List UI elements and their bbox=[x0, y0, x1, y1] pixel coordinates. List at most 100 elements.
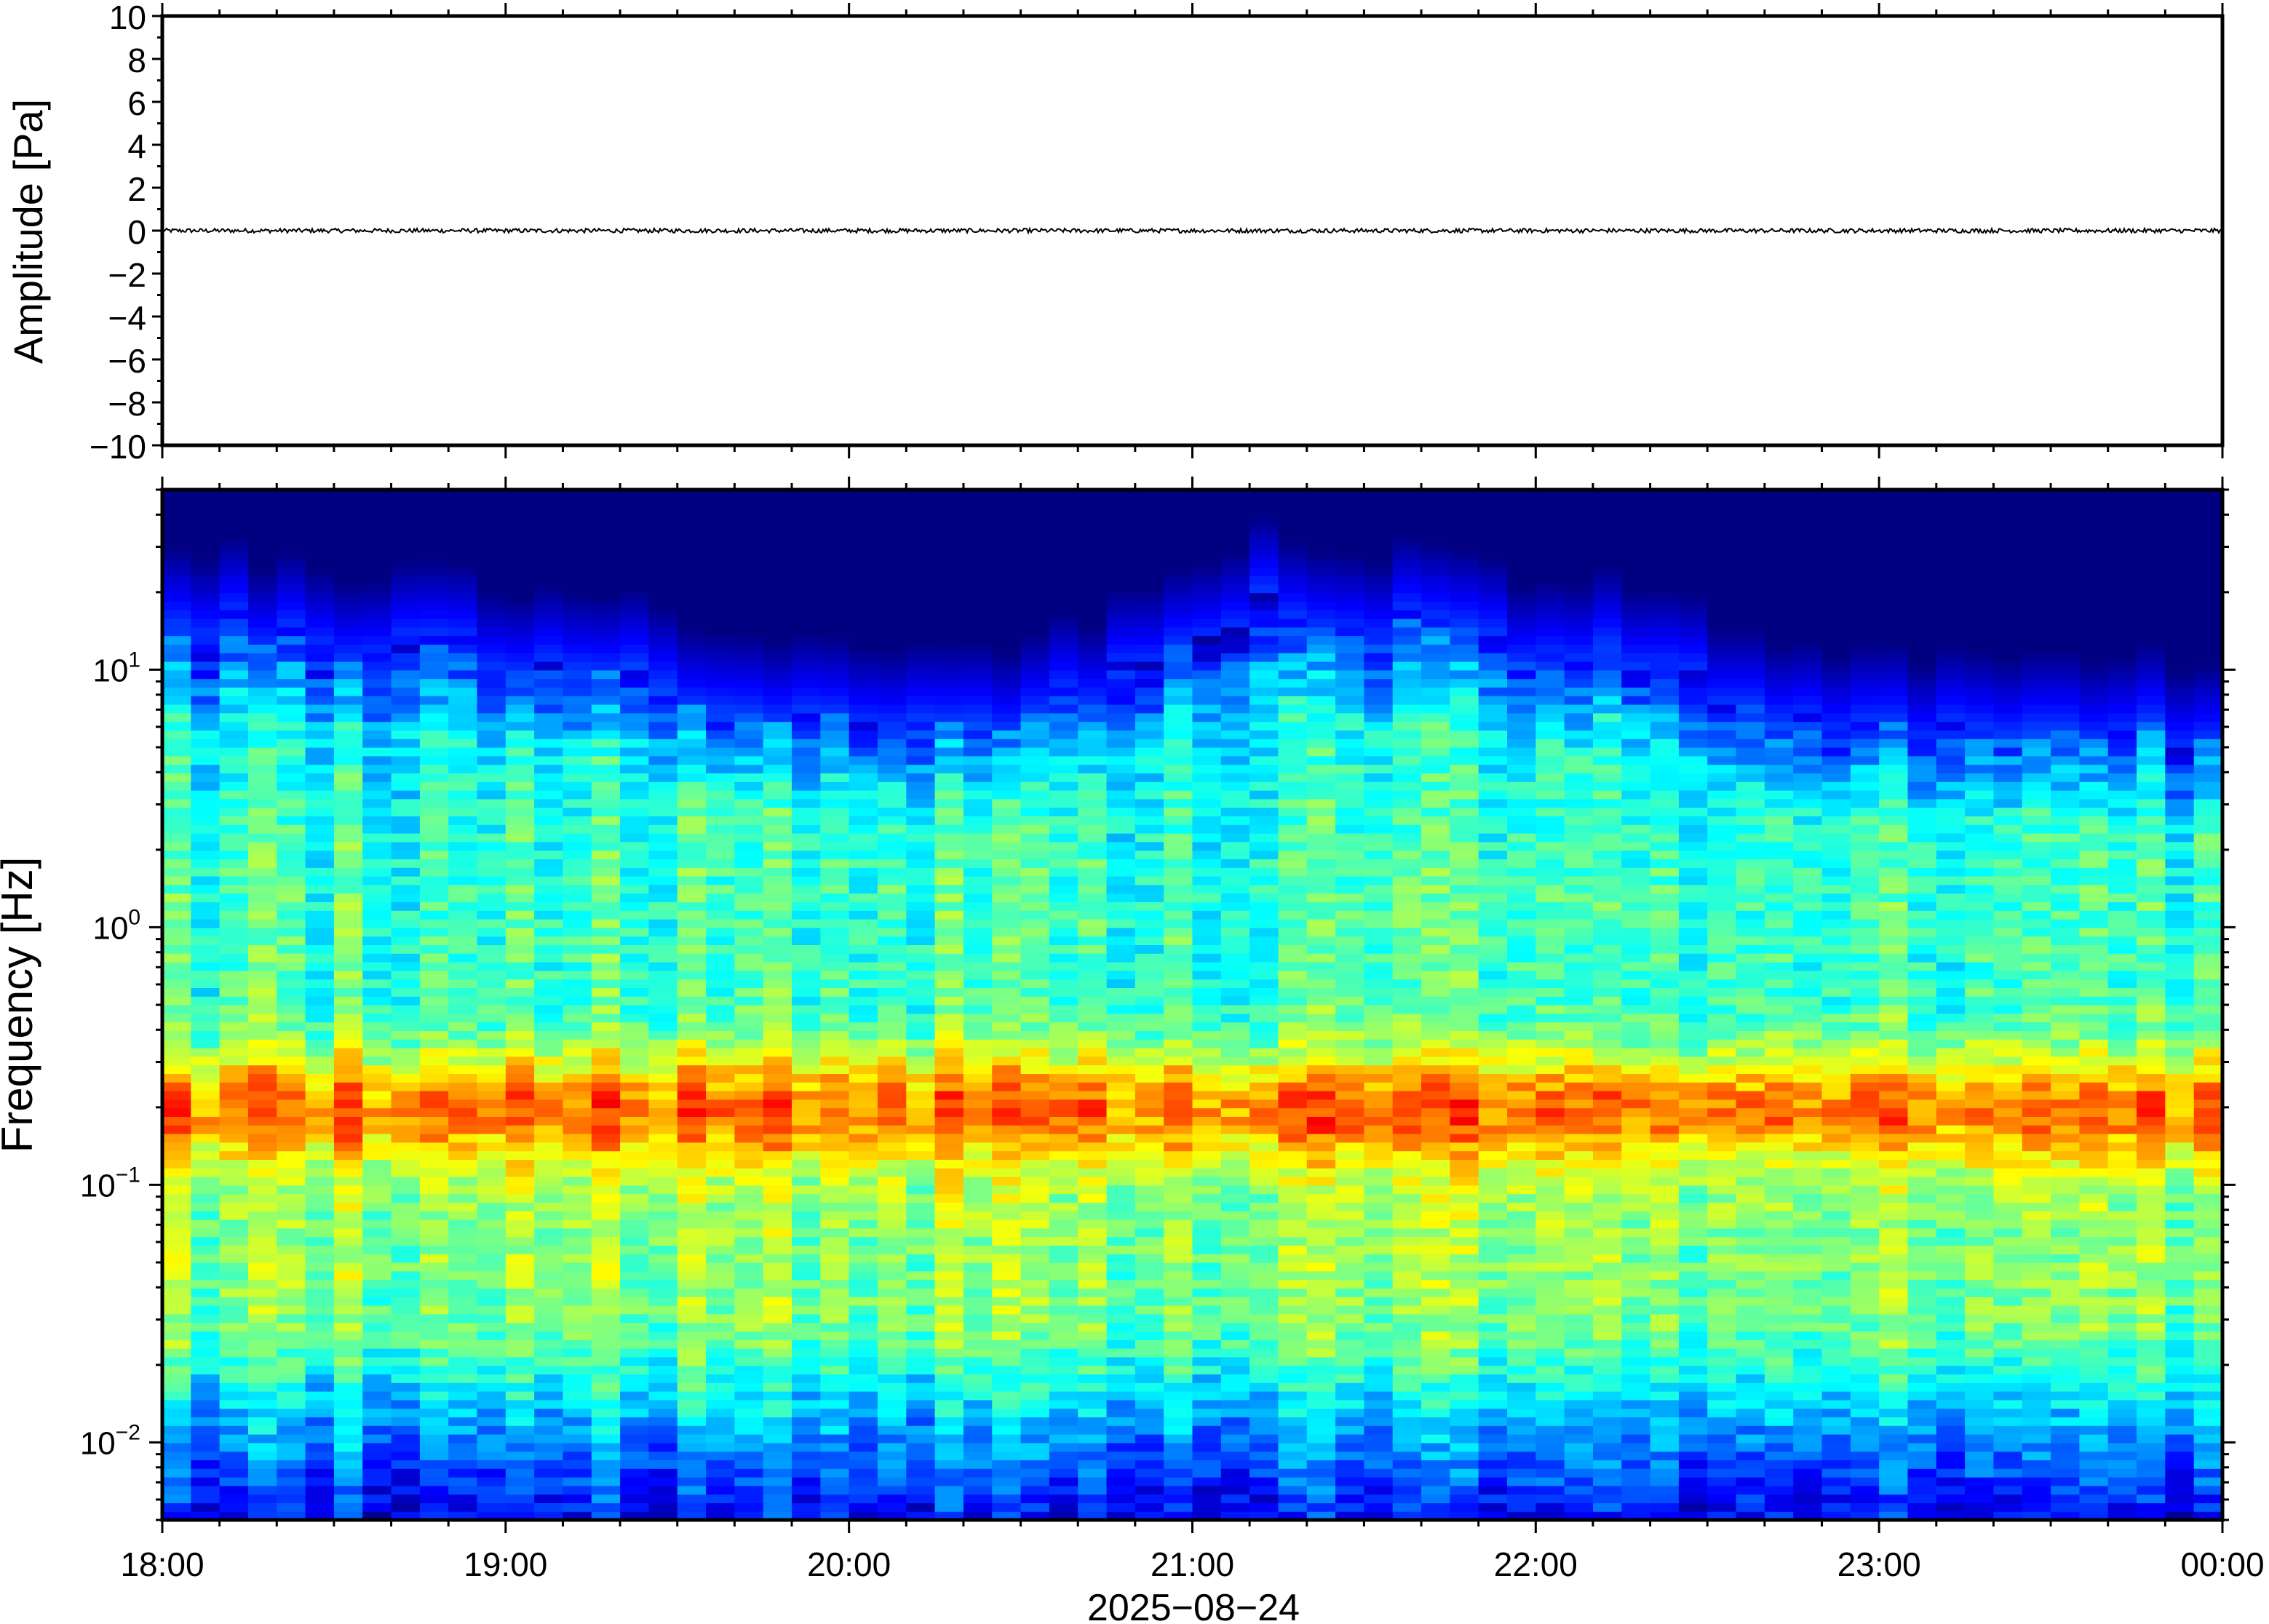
spectrogram-cell bbox=[934, 1417, 964, 1426]
spectrogram-cell bbox=[563, 927, 592, 937]
spectrogram-cell bbox=[820, 721, 850, 731]
spectrogram-cell bbox=[734, 1331, 764, 1340]
spectrogram-cell bbox=[191, 1211, 220, 1220]
spectrogram-cell bbox=[191, 1048, 220, 1057]
spectrogram-cell bbox=[906, 1211, 936, 1220]
spectrogram-cell bbox=[677, 1485, 707, 1495]
spectrogram-cell bbox=[247, 515, 277, 525]
spectrogram-cell bbox=[792, 893, 821, 902]
spectrogram-cell bbox=[763, 687, 792, 696]
spectrogram-cell bbox=[563, 601, 592, 610]
spectrogram-cell bbox=[992, 1116, 1022, 1126]
spectrogram-cell bbox=[333, 1460, 363, 1469]
spectrogram-cell bbox=[877, 739, 907, 748]
spectrogram-cell bbox=[277, 515, 306, 525]
spectrogram-cell bbox=[1106, 927, 1136, 937]
spectrogram-cell bbox=[591, 1048, 621, 1057]
spectrogram-cell bbox=[1078, 721, 1108, 731]
spectrogram-cell bbox=[591, 1091, 621, 1100]
spectrogram-cell bbox=[820, 1288, 850, 1297]
spectrogram-cell bbox=[934, 807, 964, 816]
spectrogram-cell bbox=[877, 910, 907, 920]
spectrogram-cell bbox=[763, 618, 792, 628]
spectrogram-cell bbox=[734, 567, 764, 576]
spectrogram-cell bbox=[677, 1107, 707, 1117]
spectrogram-cell bbox=[1249, 1159, 1279, 1169]
spectrogram-cell bbox=[247, 618, 277, 628]
spectrogram-cell bbox=[763, 1279, 792, 1289]
spectrogram-cell bbox=[734, 1297, 764, 1306]
spectrogram-cell bbox=[763, 841, 792, 851]
spectrogram-cell bbox=[648, 1408, 678, 1417]
spectrogram-cell bbox=[1192, 1107, 1222, 1117]
spectrogram-cell bbox=[477, 859, 506, 868]
spectrogram-cell bbox=[792, 1064, 821, 1074]
spectrogram-cell bbox=[763, 1417, 792, 1426]
spectrogram-cell bbox=[849, 807, 878, 816]
spectrogram-cell bbox=[563, 1193, 592, 1203]
spectrogram-cell bbox=[362, 850, 392, 859]
spectrogram-cell bbox=[648, 747, 678, 757]
spectrogram-cell bbox=[849, 859, 878, 868]
spectrogram-cell bbox=[391, 1348, 421, 1358]
spectrogram-cell bbox=[162, 678, 191, 688]
spectrogram-cell bbox=[247, 1134, 277, 1143]
spectrogram-cell bbox=[277, 910, 306, 920]
spectrogram-cell bbox=[849, 944, 878, 954]
spectrogram-cell bbox=[448, 1099, 478, 1109]
spectrogram-cell bbox=[734, 1116, 764, 1126]
spectrogram-cell bbox=[934, 747, 964, 757]
spectrogram-cell bbox=[247, 524, 277, 533]
spectrogram-cell bbox=[333, 1382, 363, 1392]
spectrogram-cell bbox=[992, 944, 1022, 954]
spectrogram-cell bbox=[1078, 524, 1108, 533]
spectrogram-cell bbox=[333, 1485, 363, 1495]
spectrogram-cell bbox=[706, 490, 735, 499]
spectrogram-cell bbox=[820, 644, 850, 653]
spectrogram-cell bbox=[677, 1288, 707, 1297]
spectrogram-cell bbox=[849, 1399, 878, 1409]
spectrogram-cell bbox=[1164, 696, 1193, 705]
spectrogram-cell bbox=[906, 1425, 936, 1435]
spectrogram-cell bbox=[706, 1177, 735, 1186]
spectrogram-cell bbox=[277, 644, 306, 653]
spectrogram-cell bbox=[734, 1382, 764, 1392]
spectrogram-cell bbox=[477, 687, 506, 696]
spectrogram-cell bbox=[1078, 927, 1108, 937]
spectrogram-cell bbox=[1249, 1091, 1279, 1100]
spectrogram-cell bbox=[1306, 876, 1336, 885]
spectrogram-cell bbox=[677, 1279, 707, 1289]
spectrogram-cell bbox=[448, 979, 478, 988]
spectrogram-cell bbox=[706, 859, 735, 868]
spectrogram-cell bbox=[677, 1494, 707, 1503]
spectrogram-cell bbox=[534, 876, 564, 885]
spectrogram-cell bbox=[763, 1374, 792, 1383]
spectrogram-cell bbox=[448, 1039, 478, 1048]
spectrogram-cell bbox=[277, 601, 306, 610]
spectrogram-cell bbox=[505, 781, 535, 791]
spectrogram-cell bbox=[247, 1477, 277, 1486]
spectrogram-cell bbox=[362, 979, 392, 988]
spectrogram-cell bbox=[1020, 919, 1050, 928]
spectrogram-cell bbox=[534, 1305, 564, 1315]
spectrogram-cell bbox=[162, 996, 191, 1006]
spectrogram-cell bbox=[648, 1340, 678, 1349]
spectrogram-cell bbox=[419, 1331, 449, 1340]
spectrogram-cell bbox=[477, 919, 506, 928]
spectrogram-cell bbox=[305, 1254, 335, 1263]
spectrogram-cell bbox=[677, 704, 707, 714]
spectrogram-cell bbox=[419, 601, 449, 610]
spectrogram-cell bbox=[1106, 1502, 1136, 1512]
spectrogram-cell bbox=[1020, 1236, 1050, 1246]
spectrogram-cell bbox=[591, 1485, 621, 1495]
spectrogram-cell bbox=[391, 567, 421, 576]
spectrogram-cell bbox=[1192, 1262, 1222, 1272]
spectrogram-cell bbox=[1134, 558, 1164, 568]
spectrogram-cell bbox=[648, 1502, 678, 1512]
spectrogram-cell bbox=[362, 721, 392, 731]
spectrogram-cell bbox=[734, 1279, 764, 1289]
spectrogram-cell bbox=[620, 1391, 650, 1401]
spectrogram-cell bbox=[706, 1099, 735, 1109]
spectrogram-cell bbox=[934, 790, 964, 800]
spectrogram-cell bbox=[1249, 1185, 1279, 1195]
